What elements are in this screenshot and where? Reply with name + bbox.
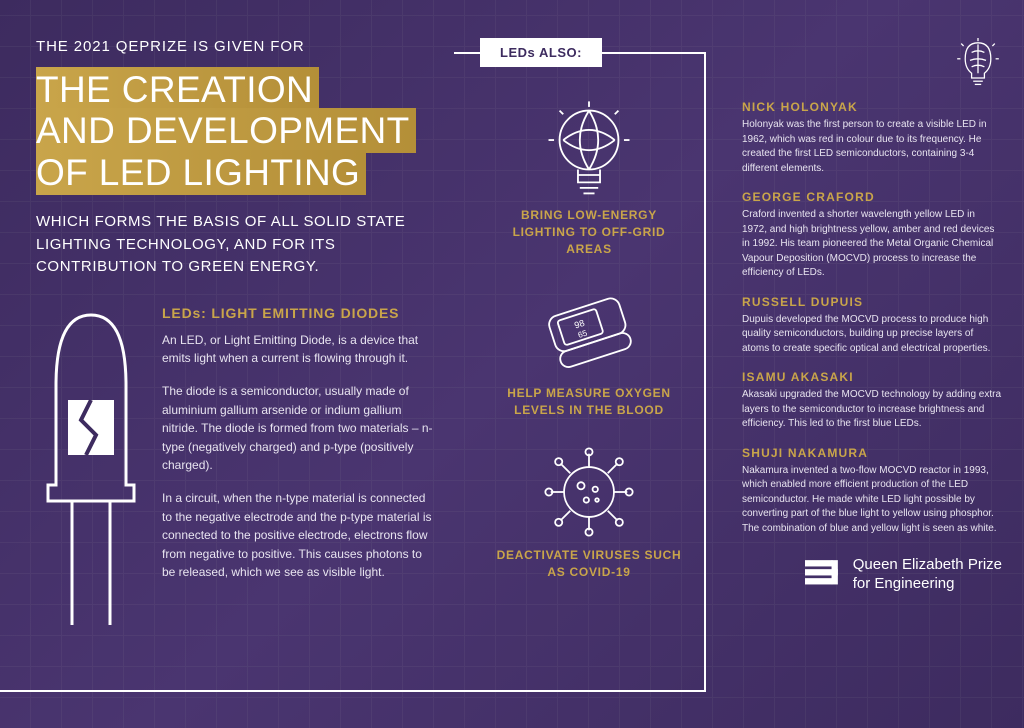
middle-column: LEDs ALSO: BRING LOW-ENERGY LI	[454, 38, 724, 708]
bio-block: RUSSELL DUPUIS Dupuis developed the MOCV…	[742, 295, 1002, 357]
logo-line-1: Queen Elizabeth Prize	[853, 556, 1002, 575]
headline: THE CREATION AND DEVELOPMENT OF LED LIGH…	[36, 69, 436, 193]
oximeter-icon: 98 65	[489, 275, 689, 385]
logo-line-2: for Engineering	[853, 575, 1002, 594]
virus-icon	[489, 437, 689, 547]
bio-text: Craford invented a shorter wavelength ye…	[742, 208, 1002, 281]
definition-p3: In a circuit, when the n-type material i…	[162, 489, 436, 582]
eyebrow-text: THE 2021 QEPRIZE IS GIVEN FOR	[36, 38, 436, 55]
bio-name: ISAMU AKASAKI	[742, 370, 1002, 384]
qeprize-logo: Queen Elizabeth Prize for Engineering	[742, 556, 1002, 594]
definition-p1: An LED, or Light Emitting Diode, is a de…	[162, 331, 436, 368]
definition-title: LEDs: LIGHT EMITTING DIODES	[162, 305, 436, 321]
globe-bulb-icon	[489, 97, 689, 207]
bio-text: Akasaki upgraded the MOCVD technology by…	[742, 388, 1002, 432]
qeprize-logo-text: Queen Elizabeth Prize for Engineering	[853, 556, 1002, 594]
also-caption: HELP MEASURE OXYGEN LEVELS IN THE BLOOD	[489, 385, 689, 419]
also-item: BRING LOW-ENERGY LIGHTING TO OFF-GRID AR…	[489, 97, 689, 257]
bio-text: Nakamura invented a two-flow MOCVD react…	[742, 464, 1002, 537]
bio-text: Dupuis developed the MOCVD process to pr…	[742, 313, 1002, 357]
bio-name: GEORGE CRAFORD	[742, 190, 1002, 204]
also-item: 98 65 HELP MEASURE OXYGEN LEVELS IN THE …	[489, 275, 689, 419]
bio-name: SHUJI NAKAMURA	[742, 446, 1002, 460]
brain-bulb-icon	[742, 38, 1002, 94]
qeprize-logo-mark	[805, 557, 841, 593]
headline-line-2: AND DEVELOPMENT	[36, 108, 416, 153]
bio-text: Holonyak was the first person to create …	[742, 118, 1002, 176]
also-caption: DEACTIVATE VIRUSES SUCH AS COVID-19	[489, 547, 689, 581]
leds-also-badge: LEDs ALSO:	[480, 38, 602, 67]
bio-block: ISAMU AKASAKI Akasaki upgraded the MOCVD…	[742, 370, 1002, 432]
headline-line-3: OF LED LIGHTING	[36, 150, 366, 195]
bio-name: RUSSELL DUPUIS	[742, 295, 1002, 309]
headline-line-1: THE CREATION	[36, 67, 319, 112]
definition-block: LEDs: LIGHT EMITTING DIODES An LED, or L…	[162, 305, 436, 630]
also-caption: BRING LOW-ENERGY LIGHTING TO OFF-GRID AR…	[489, 207, 689, 257]
definition-p2: The diode is a semiconductor, usually ma…	[162, 382, 436, 475]
bio-block: GEORGE CRAFORD Craford invented a shorte…	[742, 190, 1002, 281]
also-item: DEACTIVATE VIRUSES SUCH AS COVID-19	[489, 437, 689, 581]
left-column: THE 2021 QEPRIZE IS GIVEN FOR THE CREATI…	[36, 38, 436, 708]
bio-name: NICK HOLONYAK	[742, 100, 1002, 114]
led-diode-icon	[36, 305, 146, 630]
bio-block: NICK HOLONYAK Holonyak was the first per…	[742, 100, 1002, 176]
subhead-text: WHICH FORMS THE BASIS OF ALL SOLID STATE…	[36, 211, 416, 279]
bio-block: SHUJI NAKAMURA Nakamura invented a two-f…	[742, 446, 1002, 537]
right-column: NICK HOLONYAK Holonyak was the first per…	[742, 38, 1002, 708]
